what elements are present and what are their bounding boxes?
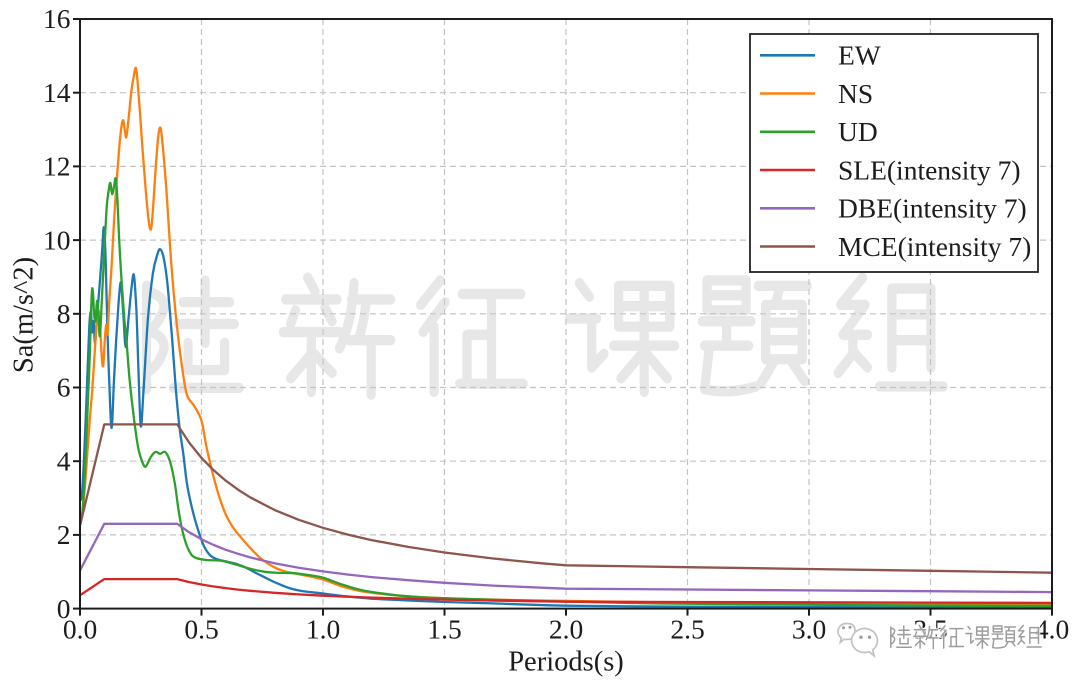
svg-text:3.0: 3.0	[792, 614, 826, 645]
svg-text:6: 6	[57, 372, 71, 403]
svg-text:2: 2	[57, 519, 71, 550]
svg-text:0.0: 0.0	[63, 614, 97, 645]
svg-text:UD: UD	[838, 116, 878, 147]
svg-text:MCE(intensity 7): MCE(intensity 7)	[838, 231, 1031, 262]
svg-text:2.0: 2.0	[549, 614, 583, 645]
svg-text:14: 14	[43, 77, 71, 108]
svg-text:8: 8	[57, 298, 71, 329]
svg-text:NS: NS	[838, 78, 873, 109]
svg-text:DBE(intensity 7): DBE(intensity 7)	[838, 193, 1027, 224]
svg-text:2.5: 2.5	[670, 614, 704, 645]
svg-text:0.5: 0.5	[184, 614, 218, 645]
svg-text:4.0: 4.0	[1035, 614, 1069, 645]
svg-text:Sa(m/s^2): Sa(m/s^2)	[9, 257, 40, 373]
svg-text:EW: EW	[838, 40, 881, 71]
svg-text:1.0: 1.0	[306, 614, 340, 645]
svg-text:SLE(intensity 7): SLE(intensity 7)	[838, 154, 1021, 185]
svg-text:16: 16	[43, 3, 71, 34]
svg-text:12: 12	[43, 151, 71, 182]
svg-text:Periods(s): Periods(s)	[508, 647, 624, 678]
svg-text:1.5: 1.5	[427, 614, 461, 645]
svg-text:0: 0	[57, 593, 71, 624]
svg-text:10: 10	[43, 224, 71, 255]
svg-text:4: 4	[57, 445, 71, 476]
